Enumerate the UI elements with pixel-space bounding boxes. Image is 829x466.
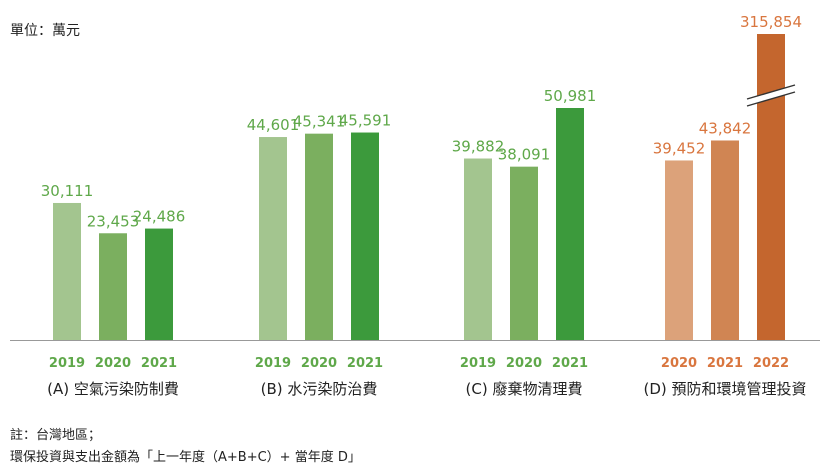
data-label: 30,111 [41, 182, 94, 200]
axis-break-line [746, 91, 796, 107]
bar-orange-2022 [757, 34, 785, 340]
bar-orange-2021 [711, 140, 739, 340]
bar-green-2021 [556, 108, 584, 340]
year-tick-label: 2019 [49, 356, 85, 371]
data-label: 315,854 [740, 13, 802, 31]
footnote-region: 註：台灣地區； [10, 428, 102, 443]
bar-green-2020 [99, 233, 127, 340]
data-label: 39,452 [653, 139, 706, 157]
year-tick-label: 2021 [552, 356, 588, 371]
data-label: 43,842 [699, 119, 752, 137]
bar-green-2020 [305, 133, 333, 340]
category-label: (A) 空氣污染防制費 [47, 380, 179, 398]
data-label: 45,341 [293, 113, 346, 131]
category-label: (D) 預防和環境管理投資 [643, 380, 806, 398]
category-label: (B) 水污染防治費 [261, 380, 378, 398]
data-label: 44,601 [247, 116, 300, 134]
category-label: (C) 廢棄物清理費 [466, 380, 583, 398]
unit-label: 單位：萬元 [10, 23, 80, 39]
year-tick-label: 2020 [301, 356, 337, 371]
bar-green-2019 [464, 158, 492, 340]
bar-green-2020 [510, 166, 538, 340]
footnote-definition: 環保投資與支出金額為「上一年度（A+B+C）+ 當年度 D」 [10, 450, 361, 465]
bar-green-2021 [351, 132, 379, 340]
year-tick-label: 2020 [661, 356, 697, 371]
bar-orange-2020 [665, 160, 693, 340]
year-tick-label: 2019 [460, 356, 496, 371]
data-label: 23,453 [87, 212, 140, 230]
axis-break-gap [747, 85, 795, 106]
data-label: 38,091 [498, 146, 551, 164]
bar-green-2021 [145, 228, 173, 340]
bar-green-2019 [259, 137, 287, 340]
year-tick-label: 2019 [255, 356, 291, 371]
bar-green-2019 [53, 202, 81, 340]
year-tick-label: 2022 [753, 356, 789, 371]
axis-break-line [746, 84, 796, 100]
year-tick-label: 2020 [95, 356, 131, 371]
year-tick-label: 2021 [707, 356, 743, 371]
year-tick-label: 2020 [506, 356, 542, 371]
year-tick-label: 2021 [141, 356, 177, 371]
data-label: 39,882 [452, 138, 505, 156]
data-label: 50,981 [544, 87, 597, 105]
data-label: 24,486 [133, 208, 186, 226]
year-tick-label: 2021 [347, 356, 383, 371]
data-label: 45,591 [339, 112, 392, 130]
